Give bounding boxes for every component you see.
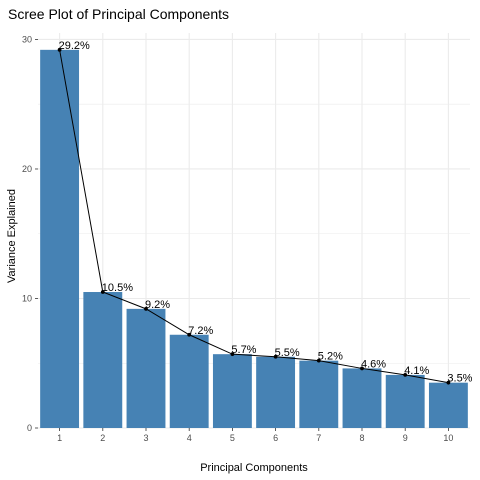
- data-label-pc-7: 5.2%: [318, 351, 343, 363]
- bar-pc-7: [299, 360, 339, 428]
- data-label-pc-10: 3.5%: [447, 373, 472, 385]
- bar-pc-5: [212, 354, 252, 428]
- data-labels: 29.2% 10.5% 9.2% 7.2% 5.7% 5.5% 5.2% 4.6% 4.1% 3.…: [59, 40, 473, 385]
- x-tick-label: 2: [100, 433, 105, 443]
- x-tick-label: 6: [273, 433, 278, 443]
- variance-point-7: [316, 358, 321, 363]
- variance-point-4: [187, 332, 192, 337]
- y-axis-title: Variance Explained: [6, 189, 18, 283]
- variance-point-9: [403, 373, 408, 377]
- bars: [40, 49, 468, 429]
- x-tick-label: 1: [57, 433, 62, 443]
- bar-pc-9: [385, 374, 425, 428]
- variance-point-10: [446, 380, 451, 385]
- data-label-pc-4: 7.2%: [188, 325, 213, 337]
- x-axis-title: Principal Components: [200, 462, 308, 474]
- variance-point-3: [144, 306, 148, 311]
- variance-point-5: [230, 352, 235, 357]
- data-label-pc-3: 9.2%: [145, 299, 170, 311]
- x-tick-label: 3: [143, 433, 148, 443]
- y-tick-label: 0: [27, 423, 32, 433]
- variance-point-2: [100, 290, 105, 294]
- bar-pc-3: [126, 308, 166, 428]
- y-tick-label: 30: [22, 34, 32, 44]
- data-label-pc-5: 5.7%: [231, 344, 256, 356]
- x-tick-label: 8: [359, 433, 364, 443]
- y-axis-ticks: 0 10 20 30: [22, 34, 38, 433]
- variance-point-1: [57, 47, 62, 52]
- bar-pc-8: [342, 368, 382, 428]
- data-label-pc-9: 4.1%: [404, 365, 429, 377]
- y-tick-label: 10: [22, 293, 32, 303]
- x-tick-label: 4: [187, 433, 192, 443]
- variance-line: [57, 47, 451, 385]
- x-tick-label: 7: [316, 433, 321, 443]
- bar-pc-1: [40, 49, 80, 429]
- bar-pc-10: [428, 382, 468, 428]
- x-axis-ticks: 1 2 3 4 5 6 7 8 9 10: [57, 428, 453, 443]
- data-label-pc-8: 4.6%: [361, 358, 386, 370]
- bar-pc-4: [169, 334, 209, 428]
- variance-line-path: [59, 49, 449, 384]
- data-label-pc-1: 29.2%: [59, 40, 90, 52]
- variance-point-6: [273, 354, 278, 359]
- x-tick-label: 5: [230, 433, 235, 443]
- y-tick-label: 20: [22, 164, 32, 174]
- data-label-pc-2: 10.5%: [102, 282, 133, 294]
- bar-pc-6: [256, 356, 296, 428]
- x-tick-label: 10: [443, 433, 453, 443]
- bar-pc-2: [83, 292, 123, 428]
- x-tick-label: 9: [403, 433, 408, 443]
- data-label-pc-6: 5.5%: [275, 347, 300, 359]
- chart-title: Scree Plot of Principal Components: [8, 6, 229, 22]
- variance-point-8: [360, 366, 364, 371]
